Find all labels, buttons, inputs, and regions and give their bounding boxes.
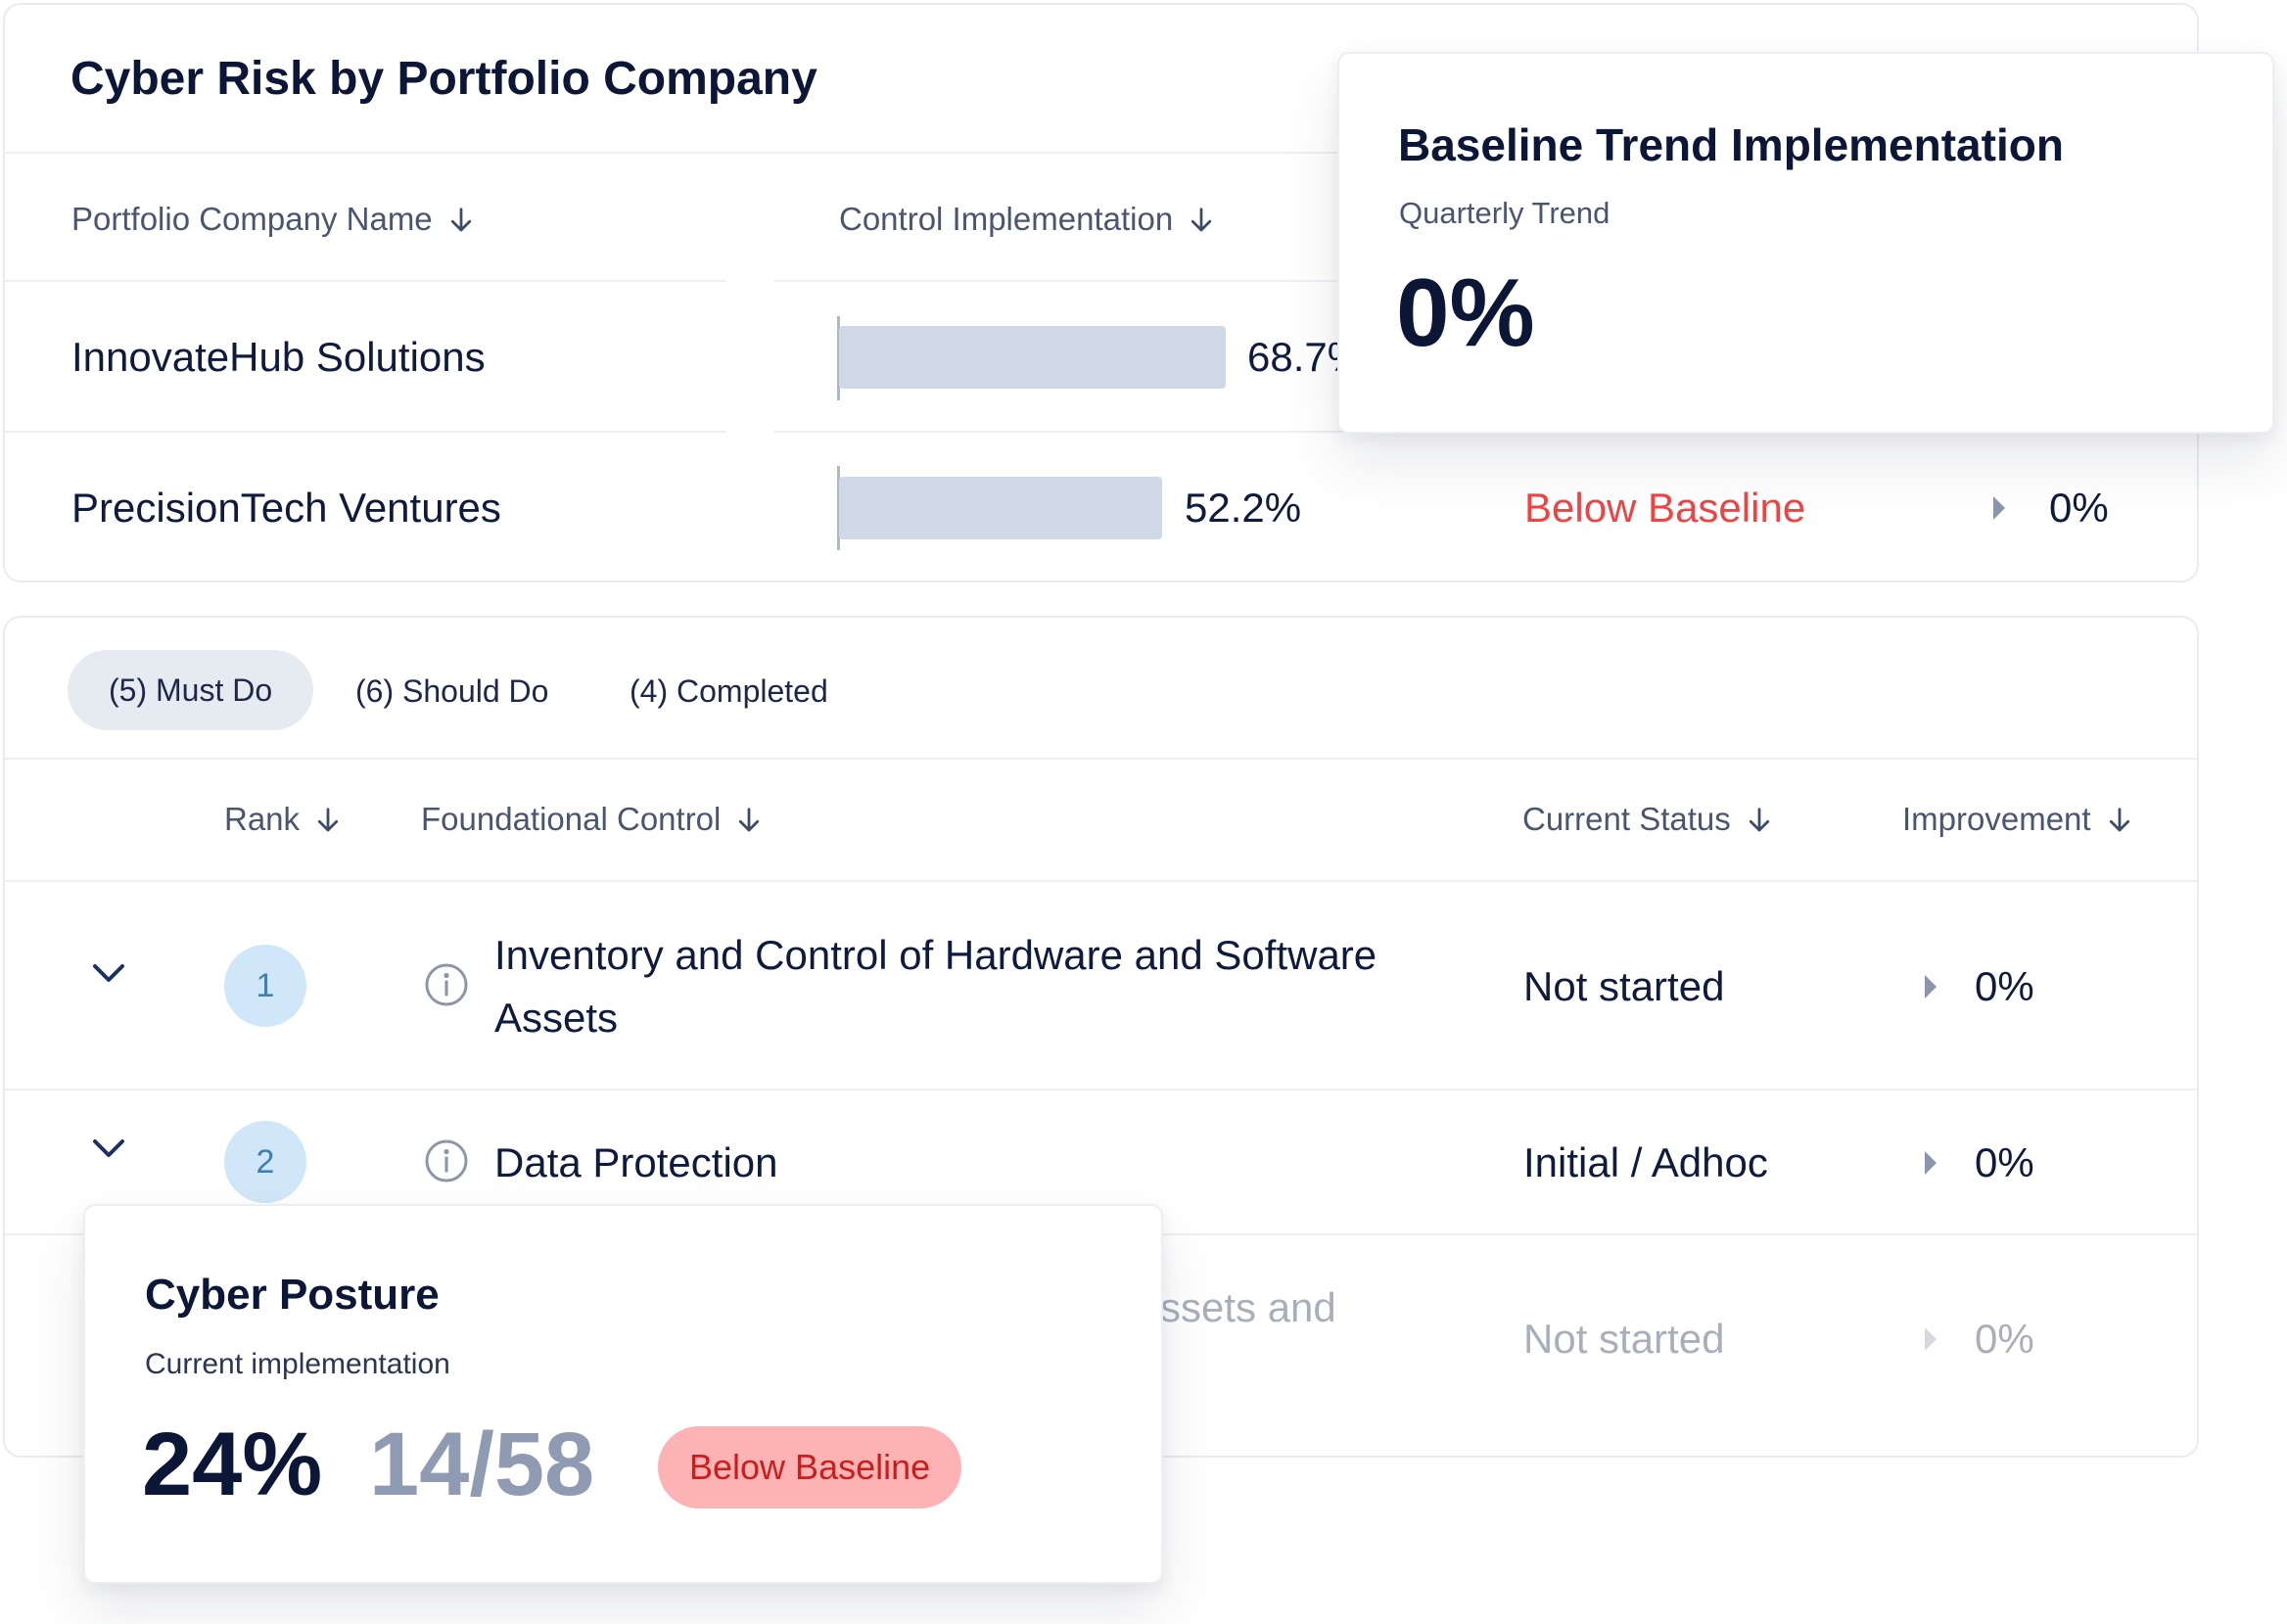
column-header-label: Improvement bbox=[1902, 801, 2091, 837]
tab-completed[interactable]: (4) Completed bbox=[630, 673, 828, 709]
control-name[interactable]: ssets and bbox=[1160, 1284, 1336, 1330]
info-icon[interactable] bbox=[424, 1138, 469, 1183]
info-icon[interactable] bbox=[424, 962, 469, 1007]
tab-must-do[interactable]: (5) Must Do bbox=[68, 650, 314, 730]
divider bbox=[5, 758, 2197, 760]
improvement-value: 0% bbox=[1975, 1139, 2034, 1185]
sort-down-icon[interactable] bbox=[1187, 206, 1216, 235]
control-name[interactable]: Data Protection bbox=[494, 1139, 778, 1185]
implementation-value: 52.2% bbox=[1185, 485, 1302, 531]
card-subtitle: Quarterly Trend bbox=[1399, 196, 1610, 230]
sort-down-icon[interactable] bbox=[446, 206, 476, 235]
baseline-trend-card: Baseline Trend Implementation Quarterly … bbox=[1337, 52, 2274, 434]
triangle-right-icon[interactable] bbox=[1991, 494, 2007, 522]
card-title: Cyber Risk by Portfolio Company bbox=[70, 53, 817, 105]
column-header-label: Portfolio Company Name bbox=[71, 201, 433, 237]
trend-value: 0% bbox=[1396, 258, 1535, 366]
improvement-value: 0% bbox=[2049, 485, 2109, 531]
divider bbox=[5, 880, 2197, 882]
chevron-down-icon[interactable] bbox=[91, 1137, 126, 1161]
column-header-improvement[interactable]: Improvement bbox=[1902, 801, 2134, 838]
column-header-rank[interactable]: Rank bbox=[224, 801, 343, 838]
current-status: Not started bbox=[1523, 1316, 1725, 1362]
sort-down-icon[interactable] bbox=[1745, 806, 1774, 835]
sort-down-icon[interactable] bbox=[2105, 806, 2134, 835]
current-status: Not started bbox=[1523, 963, 1725, 1009]
company-name[interactable]: PrecisionTech Ventures bbox=[71, 485, 501, 531]
implementation-bar bbox=[839, 477, 1162, 539]
sort-down-icon[interactable] bbox=[313, 806, 343, 835]
status-badge: Below Baseline bbox=[658, 1426, 962, 1508]
cyber-posture-card: Cyber Posture Current implementation 24%… bbox=[83, 1204, 1163, 1584]
column-header-current-status[interactable]: Current Status bbox=[1522, 801, 1774, 838]
status-below-baseline: Below Baseline bbox=[1524, 485, 1806, 531]
column-header-label: Current Status bbox=[1522, 801, 1731, 837]
divider bbox=[5, 280, 725, 282]
card-title: Cyber Posture bbox=[145, 1271, 440, 1319]
triangle-right-icon[interactable] bbox=[1923, 1325, 1938, 1353]
control-name[interactable]: Inventory and Control of Hardware and So… bbox=[494, 932, 1377, 978]
rank-badge: 2 bbox=[224, 1121, 306, 1203]
company-name[interactable]: InnovateHub Solutions bbox=[71, 334, 486, 380]
triangle-right-icon[interactable] bbox=[1923, 973, 1938, 1000]
implementation-bar bbox=[839, 326, 1226, 389]
card-title: Baseline Trend Implementation bbox=[1398, 119, 2064, 170]
improvement-value: 0% bbox=[1975, 963, 2034, 1009]
bar-axis bbox=[837, 466, 840, 550]
card-subtitle: Current implementation bbox=[145, 1348, 450, 1380]
improvement-value: 0% bbox=[1975, 1316, 2034, 1362]
divider bbox=[5, 431, 725, 433]
column-header-label: Foundational Control bbox=[421, 801, 722, 837]
triangle-right-icon[interactable] bbox=[1923, 1149, 1938, 1177]
posture-ratio: 14/58 bbox=[369, 1415, 595, 1514]
column-header-control-implementation[interactable]: Control Implementation bbox=[839, 201, 1216, 238]
column-header-label: Rank bbox=[224, 801, 301, 837]
control-name-continued[interactable]: Assets bbox=[494, 995, 619, 1041]
divider bbox=[5, 1089, 2197, 1090]
posture-percent: 24% bbox=[142, 1415, 323, 1514]
column-header-foundational-control[interactable]: Foundational Control bbox=[421, 801, 764, 838]
rank-badge: 1 bbox=[224, 945, 306, 1027]
bar-axis bbox=[837, 316, 840, 400]
chevron-down-icon[interactable] bbox=[91, 962, 126, 986]
divider bbox=[5, 152, 2197, 154]
current-status: Initial / Adhoc bbox=[1523, 1139, 1768, 1185]
column-header-label: Control Implementation bbox=[839, 201, 1174, 237]
column-header-company-name[interactable]: Portfolio Company Name bbox=[71, 201, 476, 238]
tab-should-do[interactable]: (6) Should Do bbox=[355, 673, 549, 709]
sort-down-icon[interactable] bbox=[734, 806, 764, 835]
